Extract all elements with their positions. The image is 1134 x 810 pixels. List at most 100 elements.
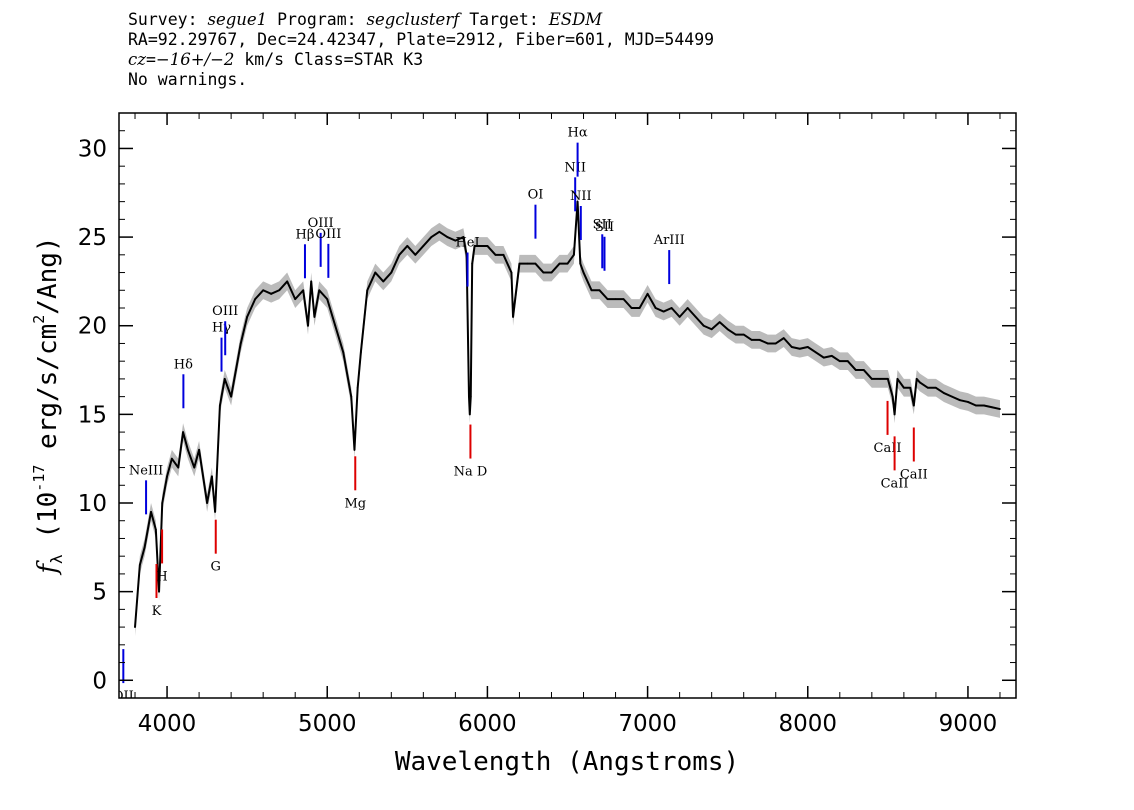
- spectrum-point: [646, 292, 649, 295]
- spectrum-point: [526, 262, 529, 265]
- spectrum-point: [862, 369, 865, 371]
- spectrum-point: [166, 475, 168, 478]
- spectrum-point: [854, 369, 857, 371]
- spectrum-point: [414, 253, 417, 256]
- x-tick-label: 9000: [939, 711, 998, 737]
- spectrum-point: [170, 457, 173, 460]
- spectrum-point: [790, 346, 793, 348]
- spectrum-point: [782, 337, 785, 340]
- spectrum-point: [310, 280, 313, 283]
- spectrum-point: [566, 262, 569, 265]
- error-band: [135, 192, 1000, 636]
- header-line-2: RA=92.29767, Dec=24.42347, Plate=2912, F…: [128, 30, 715, 49]
- spectrum-point: [582, 271, 585, 274]
- y-tick-label: 30: [78, 136, 107, 162]
- spectral-line-marker: OI: [528, 188, 544, 239]
- spectrum-point: [983, 404, 985, 407]
- spectrum-point: [927, 386, 929, 389]
- spectrum-point: [356, 386, 359, 389]
- spectral-line-marker: G: [211, 519, 221, 575]
- spectral-line-label: G: [211, 560, 221, 575]
- spectral-line-marker: K: [152, 564, 162, 619]
- spectrum-point: [473, 245, 476, 247]
- spectrum-point: [494, 253, 497, 256]
- cz-value: −16+/−2: [155, 50, 235, 69]
- spectrum-point: [186, 448, 189, 451]
- survey-value: segue1: [207, 10, 268, 29]
- spectrum-point: [518, 262, 521, 265]
- spectrum-point: [991, 406, 993, 409]
- spectrum-point: [967, 401, 969, 403]
- spectrum-point: [638, 307, 641, 309]
- spectrum-point: [198, 448, 200, 451]
- spectrum-point: [462, 236, 465, 238]
- spectrum-point: [870, 378, 873, 380]
- spectrum-point: [959, 399, 961, 402]
- x-tick-label: 5000: [298, 711, 357, 737]
- x-tick-label: 7000: [618, 711, 677, 737]
- spectrum-point: [750, 339, 753, 341]
- spectrum-point: [886, 378, 889, 380]
- survey-label: Survey:: [128, 10, 208, 29]
- spectral-line-marker: HeI: [455, 236, 480, 287]
- spectral-line-marker: NII: [570, 189, 592, 241]
- spectral-line-label: HeI: [455, 236, 479, 251]
- spectrum-point: [943, 392, 945, 394]
- spectrum-point: [326, 298, 329, 301]
- spectrum-point: [558, 262, 561, 265]
- spectrum-point: [177, 466, 180, 469]
- spectral-line-label: SII: [595, 220, 614, 235]
- spectrum-point: [390, 271, 393, 274]
- spectrum-point: [150, 510, 152, 513]
- spectrum-point: [438, 230, 441, 233]
- spectrum-point: [158, 590, 160, 593]
- spectral-line-marker: CaII: [874, 400, 902, 456]
- spectrum-point: [909, 386, 912, 389]
- y-axis-title: fλ (10-17 erg/s/cm2/Ang): [30, 236, 66, 575]
- spectral-line-label: CaII: [874, 441, 902, 456]
- spectrum-point: [686, 307, 689, 309]
- spectrum-point: [576, 200, 579, 203]
- spectral-line-label: OI: [528, 188, 544, 203]
- spectral-line-label: Hγ: [212, 321, 231, 336]
- spectrum-point: [134, 626, 136, 628]
- spectrum-point: [573, 253, 575, 256]
- spectrum-point: [726, 328, 729, 331]
- spectral-line-marker: NeIII: [129, 463, 163, 515]
- spectrum-point: [313, 315, 316, 318]
- spectrum-point: [235, 369, 237, 371]
- spectrum-point: [230, 395, 233, 398]
- spectrum-point: [294, 298, 297, 301]
- spectrum-point: [206, 502, 208, 504]
- spectral-line-label: Na D: [454, 465, 488, 480]
- spectrum-point: [486, 245, 489, 247]
- spectrum-point: [670, 307, 673, 309]
- spectrum-point: [935, 386, 937, 389]
- spectrum-point: [598, 289, 601, 292]
- spectral-line-marker: Hβ: [296, 227, 315, 279]
- spectrum-point: [534, 262, 537, 265]
- spectral-line-label: OIII: [315, 227, 341, 242]
- spectrum-point: [542, 271, 545, 274]
- spectrum-point: [154, 528, 157, 531]
- spectrum-point: [915, 378, 918, 380]
- spectrum-point: [891, 395, 894, 398]
- target-label: Target:: [459, 10, 549, 29]
- spectral-line-label: NII: [564, 160, 586, 175]
- spectrum-point: [838, 360, 841, 363]
- spectrum-point: [918, 381, 921, 384]
- header-line-1: Survey: segue1 Program: segclusterf Targ…: [128, 10, 714, 30]
- spectral-line-label: Hδ: [174, 357, 193, 372]
- spectrum-point: [742, 333, 745, 336]
- spectrum-point: [510, 271, 513, 274]
- spectral-line-label: Hβ: [296, 227, 315, 242]
- spectrum-point: [398, 253, 401, 256]
- spectrum-point: [999, 408, 1001, 410]
- spectrum-point: [662, 310, 665, 313]
- spectral-line-label: NeIII: [129, 463, 163, 478]
- spectrum-point: [143, 546, 146, 549]
- spectrum-point: [478, 245, 481, 247]
- spectrum-point: [359, 351, 362, 354]
- spectrum-point: [406, 245, 409, 247]
